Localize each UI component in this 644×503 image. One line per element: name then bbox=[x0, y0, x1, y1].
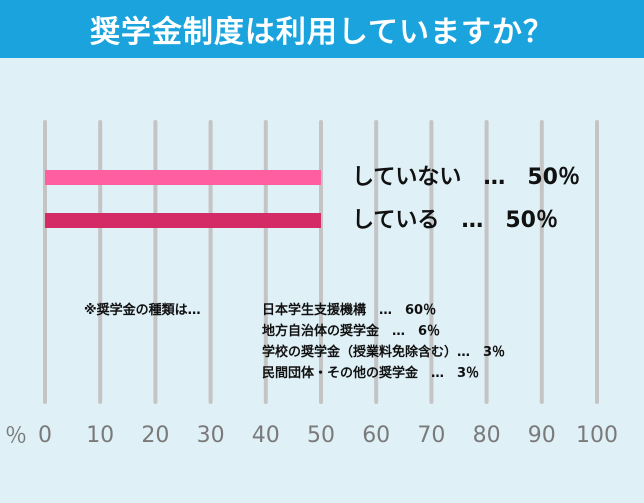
x-tick-label: 0 bbox=[38, 423, 52, 448]
bar bbox=[45, 213, 321, 228]
x-tick-label: 90 bbox=[528, 423, 556, 448]
x-tick-label: 60 bbox=[362, 423, 390, 448]
x-tick-label: 100 bbox=[576, 423, 618, 448]
breakdown-item: 学校の奨学金（授業料免除含む）… 3％ bbox=[262, 345, 506, 360]
bar-label-not-using: していない … 50％ bbox=[352, 165, 580, 190]
chart-title: 奨学金制度は利用していますか？ bbox=[89, 15, 555, 50]
x-tick-label: 20 bbox=[141, 423, 169, 448]
x-tick-label: 50 bbox=[307, 423, 335, 448]
breakdown-item: 地方自治体の奨学金 … 6％ bbox=[262, 324, 441, 339]
axis-unit-label: ％ bbox=[5, 424, 28, 449]
x-tick-label: 10 bbox=[86, 423, 114, 448]
x-tick-label: 80 bbox=[473, 423, 501, 448]
breakdown-item: 日本学生支援機構 … 60％ bbox=[262, 303, 437, 318]
bar bbox=[45, 170, 321, 185]
breakdown-item: 民間団体・その他の奨学金 … 3％ bbox=[262, 366, 480, 381]
x-tick-label: 70 bbox=[417, 423, 445, 448]
scholarship-breakdown: 日本学生支援機構 … 60％ 地方自治体の奨学金 … 6％ 学校の奨学金（授業料… bbox=[262, 300, 505, 384]
note-heading: ※奨学金の種類は… bbox=[84, 303, 201, 318]
title-bar: 奨学金制度は利用していますか？ bbox=[0, 0, 644, 58]
x-tick-label: 30 bbox=[197, 423, 225, 448]
x-tick-label: 40 bbox=[252, 423, 280, 448]
bar-label-using: している … 50％ bbox=[352, 208, 558, 233]
